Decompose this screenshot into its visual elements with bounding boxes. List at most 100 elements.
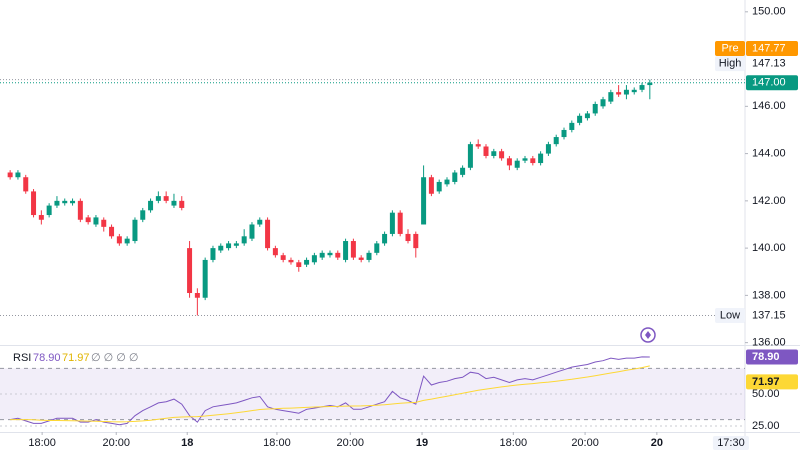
candle-body (226, 243, 232, 249)
candle-body (460, 167, 466, 175)
candle-body (93, 217, 99, 225)
candle-body (538, 153, 544, 164)
x-tick-label: 20 (651, 437, 663, 449)
price-tag (715, 56, 745, 72)
rsi-title: RSI (13, 352, 31, 364)
y-tick-label: 138.00 (752, 289, 786, 301)
rsi-badge-label: 71.97 (752, 376, 780, 388)
candle-body (522, 158, 528, 161)
candle-body (210, 248, 216, 260)
candle-body (421, 177, 427, 225)
candle-body (54, 200, 60, 206)
candle-body (148, 200, 154, 211)
x-tick-label: 19 (416, 437, 428, 449)
y-tick-label: 140.00 (752, 242, 786, 254)
price-tag-label: Low (720, 309, 740, 321)
x-tick-label: 18:00 (28, 437, 56, 449)
alert-icon[interactable] (640, 327, 656, 343)
candle-body (109, 226, 115, 237)
candle-body (241, 236, 247, 244)
rsi-header: RSI 78.90 71.97 ∅ ∅ ∅ ∅ (13, 352, 139, 364)
candle-body (584, 113, 590, 119)
price-badge (746, 307, 798, 323)
candle-body (569, 122, 575, 130)
candle-body (639, 85, 645, 90)
price-tag-label: High (719, 58, 742, 70)
candle-body (647, 82, 653, 86)
candle-body (467, 144, 473, 168)
price-badge-label: 137.15 (752, 309, 786, 321)
candle-body (561, 129, 567, 138)
candle-body (358, 257, 364, 260)
candle-body (436, 181, 442, 192)
x-tick-label: 20:00 (337, 437, 365, 449)
price-tag (715, 307, 745, 323)
candle-body (304, 259, 310, 265)
candle-body (530, 158, 536, 164)
price-tag-label: Pre (721, 42, 738, 54)
candle-body (343, 241, 349, 260)
alert-icon-ring (640, 327, 656, 343)
candle-body (374, 243, 380, 253)
rsi-badge (746, 349, 798, 365)
candle-body (38, 215, 44, 220)
candle-body (155, 196, 161, 201)
candle-body (70, 200, 76, 204)
y-tick-label: 144.00 (752, 148, 786, 160)
y-tick-label: 146.00 (752, 100, 786, 112)
y-tick-label: 150.00 (752, 6, 786, 18)
candle-body (163, 196, 169, 201)
candle-body (413, 233, 419, 249)
candle-body (553, 137, 559, 145)
rsi-line (10, 365, 650, 423)
alert-icon-glyph (645, 331, 651, 339)
candle-body (592, 103, 598, 114)
candle-body (46, 205, 52, 216)
candle-body (288, 259, 294, 263)
candle-body (514, 160, 520, 168)
candle-body (483, 146, 489, 156)
candle-body (327, 252, 333, 256)
rsi-badge (746, 374, 798, 390)
candle-body (491, 151, 497, 156)
rsi-tick-label: 25.00 (752, 420, 780, 432)
candle-body (506, 158, 512, 166)
candle-body (218, 245, 224, 251)
candle-body (382, 233, 388, 244)
candle-body (577, 115, 583, 123)
candle-body (319, 252, 325, 258)
candle-body (179, 200, 185, 208)
x-tick-label: 20:00 (571, 437, 599, 449)
price-badge (746, 75, 798, 91)
candle-body (389, 212, 395, 234)
rsi-placeholders: ∅ ∅ ∅ ∅ (91, 352, 139, 364)
candle-body (545, 144, 551, 154)
x-tick-label: 20:00 (102, 437, 130, 449)
candle-body (311, 255, 317, 263)
rsi-tick-label: 50.00 (752, 388, 780, 400)
candle-body (350, 241, 356, 258)
candle-body (296, 262, 302, 268)
candle-body (428, 177, 434, 194)
rsi-ma-value: 71.97 (62, 352, 90, 364)
rsi-line (10, 356, 650, 426)
x-tick-label: 18 (181, 437, 193, 449)
price-tag (715, 41, 745, 57)
price-badge (746, 41, 798, 57)
candle-body (132, 219, 138, 242)
y-tick-label: 142.00 (752, 195, 786, 207)
candle-body (397, 212, 403, 234)
candle-body (280, 255, 286, 260)
rsi-value: 78.90 (33, 352, 61, 364)
x-tick-label: 17:30 (717, 437, 745, 449)
candle-body (257, 219, 263, 225)
candle-body (116, 236, 122, 244)
price-badge-label: 147.00 (752, 77, 786, 89)
x-tick-label: 18:00 (500, 437, 528, 449)
candle-body (187, 248, 193, 294)
candle-body (405, 233, 411, 242)
price-badge-label: 147.77 (752, 42, 786, 54)
candle-body (202, 259, 208, 298)
candle-body (608, 92, 614, 102)
